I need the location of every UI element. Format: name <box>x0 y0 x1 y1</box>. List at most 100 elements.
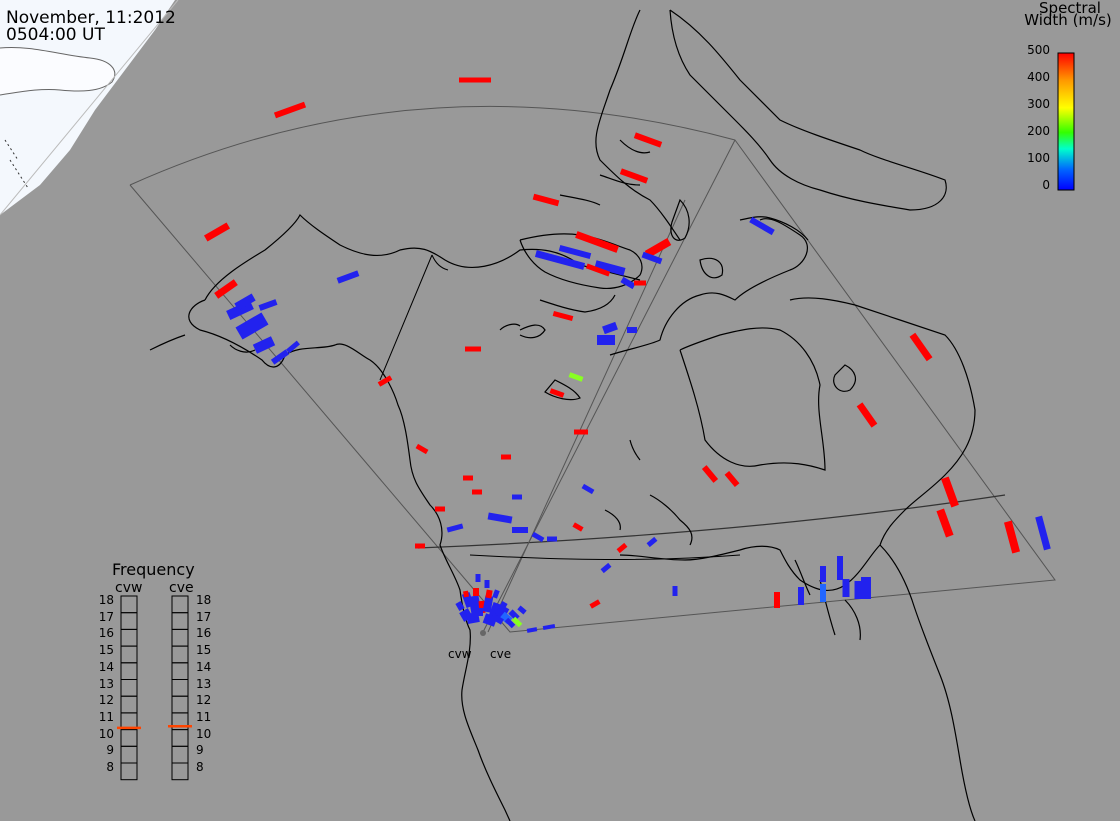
echo-cell-near-range <box>477 608 483 616</box>
frequency-tick-label: 16 <box>98 626 114 641</box>
meridian-dashes <box>4 139 29 189</box>
echo-cell <box>616 542 628 554</box>
echo-cell <box>909 332 933 362</box>
echo-cell <box>856 402 878 428</box>
frequency-tick-label: 15 <box>98 643 114 658</box>
frequency-tick-label: 9 <box>196 743 204 758</box>
echo-cell <box>575 231 619 253</box>
echo-cell <box>589 599 601 609</box>
echo-cell <box>512 494 522 500</box>
frequency-tick-label: 10 <box>98 726 114 741</box>
frequency-tick-label: 17 <box>196 609 212 624</box>
frequency-tick-label: 15 <box>196 643 212 658</box>
echo-cell <box>646 536 658 548</box>
coastlines <box>149 9 976 821</box>
radar-site-label-east: cve <box>490 647 512 661</box>
echo-cell <box>597 335 615 345</box>
echo-cell <box>542 623 556 631</box>
echo-cell <box>594 260 626 276</box>
echo-cell-near-range <box>517 605 527 615</box>
frequency-tick-label: 12 <box>98 693 114 708</box>
echo-cell <box>534 250 586 270</box>
echo-cell <box>512 527 528 533</box>
time-label: 0504:00 UT <box>6 25 105 45</box>
echo-cell <box>446 523 464 533</box>
echo-cell <box>600 562 612 574</box>
frequency-tick-label: 8 <box>196 760 204 774</box>
radar-fov <box>129 105 1056 633</box>
echo-cell <box>415 443 429 455</box>
frequency-tick-label: 18 <box>98 593 114 607</box>
colorbar-gradient <box>1057 52 1075 191</box>
echo-cell <box>532 193 560 207</box>
echo-cell <box>749 216 775 236</box>
echo-cell <box>861 577 871 599</box>
frequency-tick-label: 9 <box>106 743 114 758</box>
sea-ice-shading <box>0 47 115 95</box>
colorbar-tick-label: 500 <box>1027 43 1050 57</box>
echo-cell <box>435 506 445 512</box>
colorbar-title-line1: Spectral <box>1039 0 1101 17</box>
echo-cell <box>820 584 826 602</box>
echo-cell <box>463 475 473 481</box>
echo-cell <box>842 579 850 597</box>
frequency-tick-label: 8 <box>106 760 114 774</box>
colorbar-tick-label: 200 <box>1027 124 1050 138</box>
echo-cell <box>774 592 780 608</box>
echo-cell-near-range <box>498 601 508 611</box>
radar-site-label-west: cvw <box>448 647 472 661</box>
echo-cell <box>270 349 290 365</box>
echo-cell <box>641 251 663 265</box>
frequency-tick-label: 11 <box>196 709 212 724</box>
echo-cell-near-range <box>511 616 523 628</box>
echo-cell <box>941 476 959 508</box>
frequency-tick-label: 14 <box>98 659 114 674</box>
echo-cell-near-range <box>494 604 510 620</box>
echo-cell <box>701 465 719 483</box>
echo-cell <box>820 566 826 582</box>
frequency-tick-label: 17 <box>98 609 114 624</box>
frequency-tick-label: 10 <box>196 726 212 741</box>
frequency-tick-label: 11 <box>98 709 114 724</box>
echo-cell <box>585 263 611 277</box>
echo-cell <box>837 556 843 580</box>
radar-site-marker <box>480 630 486 636</box>
echo-cell-near-range <box>488 602 502 618</box>
echo-cell <box>672 586 678 596</box>
echo-cell <box>203 222 231 242</box>
frequency-tick-label: 16 <box>196 626 212 641</box>
echo-cell <box>552 310 574 322</box>
echo-cell-near-range <box>484 580 490 588</box>
echo-cell <box>620 276 636 290</box>
echo-cell <box>465 346 481 352</box>
echo-cell <box>568 372 584 382</box>
colorbar-tick-label: 0 <box>1042 178 1050 192</box>
echo-cell <box>235 312 269 340</box>
frequency-tick-label: 13 <box>98 676 114 691</box>
echo-cell <box>627 327 637 333</box>
echo-cell <box>549 388 565 398</box>
echo-cell <box>487 512 513 524</box>
echo-cell <box>415 543 425 549</box>
colorbar-tick-label: 300 <box>1027 97 1050 111</box>
echo-cell <box>644 238 672 258</box>
echo-cell <box>724 470 740 488</box>
echo-cell-near-range <box>475 574 481 582</box>
echo-cell <box>547 536 557 542</box>
echo-cell <box>574 429 588 435</box>
echo-cell-near-range <box>504 617 516 629</box>
echo-cell-near-range <box>466 612 480 624</box>
echo-cell <box>1035 515 1051 551</box>
frequency-tick-label: 12 <box>196 693 212 708</box>
echo-cell-near-range <box>494 615 504 625</box>
echo-cell <box>602 321 618 335</box>
terminator-line <box>0 0 179 216</box>
echo-cell <box>634 280 646 286</box>
frequency-boxes <box>120 595 189 781</box>
echo-cell <box>501 454 511 460</box>
frequency-cell <box>171 762 189 781</box>
echo-cell <box>619 168 649 184</box>
radar-echoes <box>203 77 1051 633</box>
